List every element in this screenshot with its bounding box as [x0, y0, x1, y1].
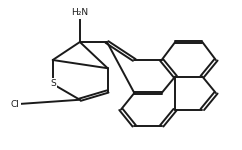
Text: H₂N: H₂N	[71, 8, 88, 17]
Text: S: S	[50, 80, 56, 88]
Text: Cl: Cl	[11, 100, 20, 109]
